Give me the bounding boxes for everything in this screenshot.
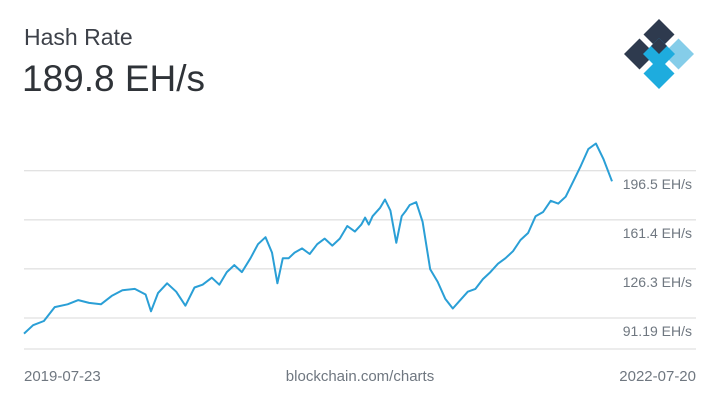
current-value: 189.8 EH/s xyxy=(22,58,206,99)
grid-lines xyxy=(24,170,696,319)
y-tick-label: 91.19 EH/s xyxy=(623,323,692,339)
chart-title: Hash Rate xyxy=(24,24,133,50)
logo-dark-quadrant-left xyxy=(624,38,655,70)
end-date-label: 2022-07-20 xyxy=(619,368,696,385)
logo-blue-bottom xyxy=(643,58,675,89)
y-tick-label: 126.3 EH/s xyxy=(623,274,692,290)
logo-dark-quadrant xyxy=(643,19,675,50)
blockchain-logo-icon xyxy=(624,19,694,89)
logo-light-right xyxy=(663,38,694,70)
logo-dark-center-overlap xyxy=(651,38,667,54)
y-tick-labels: 91.19 EH/s 126.3 EH/s 161.4 EH/s 196.5 EH/s xyxy=(623,176,692,339)
source-link[interactable]: blockchain.com/charts xyxy=(285,368,435,385)
hash-rate-series-line xyxy=(23,142,613,335)
y-tick-label: 161.4 EH/s xyxy=(623,225,692,241)
y-tick-label: 196.5 EH/s xyxy=(623,176,692,192)
start-date-label: 2019-07-23 xyxy=(24,368,101,385)
